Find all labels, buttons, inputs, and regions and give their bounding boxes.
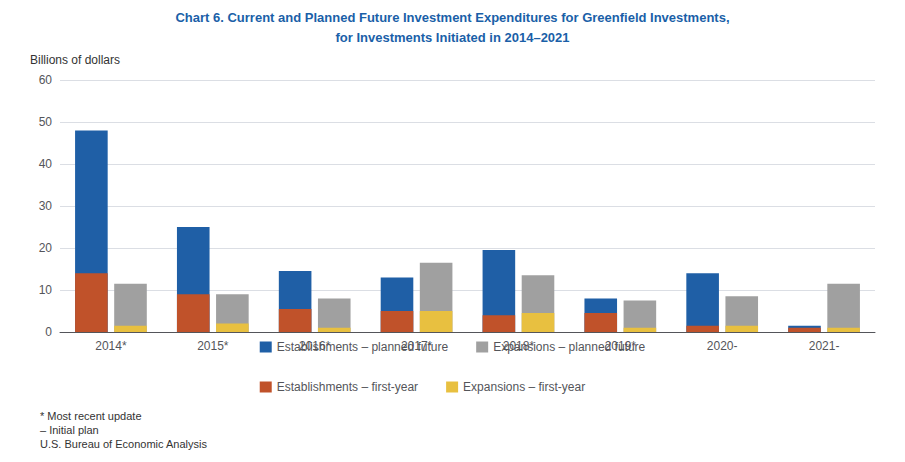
svg-text:Chart 6. Current and Planned F: Chart 6. Current and Planned Future Inve… xyxy=(175,10,729,25)
svg-text:30: 30 xyxy=(39,199,53,213)
svg-text:2021-: 2021- xyxy=(809,339,840,353)
svg-text:Establishments – first-year: Establishments – first-year xyxy=(277,380,418,394)
svg-text:* Most recent update: * Most recent update xyxy=(40,410,142,422)
svg-text:U.S. Bureau of Economic Analys: U.S. Bureau of Economic Analysis xyxy=(40,438,207,450)
svg-text:Expansions – planned future: Expansions – planned future xyxy=(493,340,645,354)
svg-text:20: 20 xyxy=(39,241,53,255)
svg-text:2020-: 2020- xyxy=(707,339,738,353)
svg-text:for Investments Initiated in 2: for Investments Initiated in 2014–2021 xyxy=(335,30,569,45)
svg-text:Expansions – first-year: Expansions – first-year xyxy=(463,380,585,394)
svg-text:40: 40 xyxy=(39,157,53,171)
svg-text:Establishments – planned futur: Establishments – planned future xyxy=(277,340,449,354)
svg-text:2015*: 2015* xyxy=(197,339,229,353)
svg-text:0: 0 xyxy=(45,325,52,339)
svg-text:– Initial plan: – Initial plan xyxy=(40,424,99,436)
svg-text:60: 60 xyxy=(39,73,53,87)
svg-text:50: 50 xyxy=(39,115,53,129)
svg-text:Billions of dollars: Billions of dollars xyxy=(30,53,120,67)
svg-text:10: 10 xyxy=(39,283,53,297)
svg-text:2014*: 2014* xyxy=(95,339,127,353)
